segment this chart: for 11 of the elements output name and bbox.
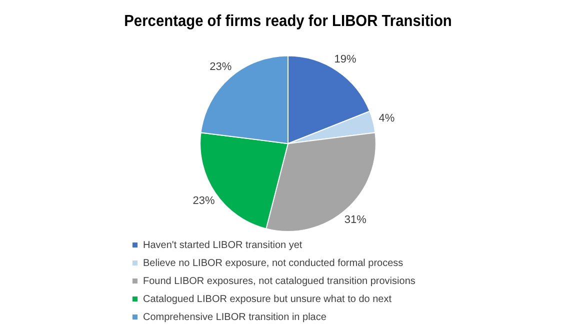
data-label: 23%: [192, 194, 215, 207]
data-label: 31%: [344, 214, 367, 226]
data-label: 19%: [334, 53, 356, 66]
legend-label: Catalogued LIBOR exposure but unsure what to do next: [143, 294, 392, 305]
chart-title: Percentage of firms ready for LIBOR Transition: [124, 12, 452, 30]
legend-label: Comprehensive LIBOR transition in place: [143, 312, 327, 323]
data-label: 4%: [378, 112, 395, 124]
data-label: 23%: [210, 61, 232, 74]
legend-label: Believe no LIBOR exposure, not conducted formal process: [143, 258, 404, 269]
legend-label: Found LIBOR exposures, not catalogued transition provisions: [143, 276, 416, 287]
legend-label: Haven't started LIBOR transition yet: [143, 240, 302, 251]
